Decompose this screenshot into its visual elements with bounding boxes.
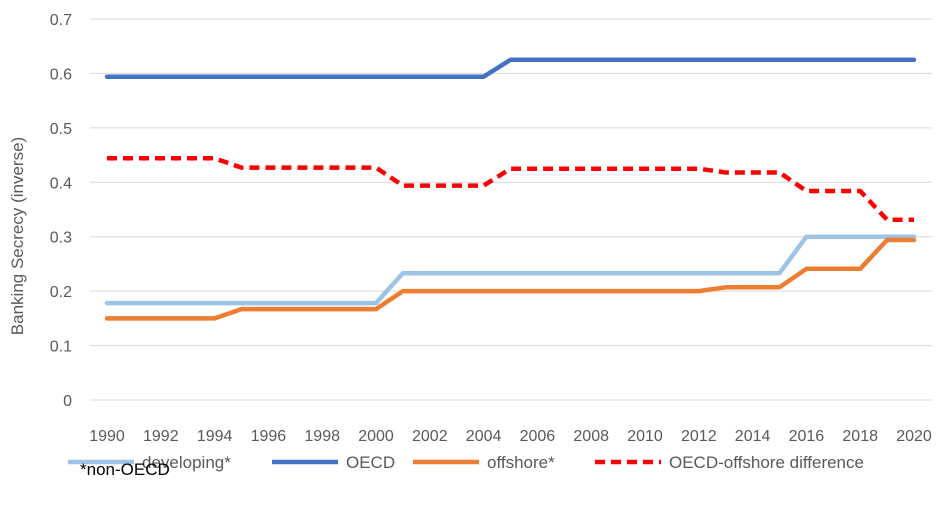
x-tick-label: 2006	[520, 428, 556, 445]
legend-label-offshore: offshore*	[487, 453, 555, 472]
x-tick-label: 1990	[89, 428, 125, 445]
x-tick-label: 2020	[896, 428, 932, 445]
y-tick-label: 0.5	[50, 121, 72, 138]
y-tick-label: 0	[63, 393, 72, 410]
legend-label-oecd: OECD	[346, 453, 395, 472]
series-line-oecd-offshore-difference	[107, 156, 914, 223]
y-axis-tick-labels: 0 0.1 0.2 0.3 0.4 0.5 0.6 0.7	[50, 12, 72, 410]
y-tick-label: 0.6	[50, 66, 72, 83]
x-tick-label: 2000	[358, 428, 394, 445]
series-lines	[104, 57, 917, 321]
x-tick-label: 1998	[304, 428, 340, 445]
x-tick-label: 2012	[681, 428, 717, 445]
x-tick-label: 2002	[412, 428, 448, 445]
legend-label-developing: developing*	[142, 453, 231, 472]
y-tick-label: 0.1	[50, 339, 72, 356]
x-tick-label: 1992	[143, 428, 179, 445]
y-tick-label: 0.3	[50, 230, 72, 247]
y-axis-title: Banking Secrecy (inverse)	[8, 137, 27, 335]
x-tick-label: 2008	[573, 428, 609, 445]
x-tick-label: 2010	[627, 428, 663, 445]
legend-label-oecd-offshore-difference: OECD-offshore difference	[669, 453, 864, 472]
x-tick-label: 1996	[251, 428, 287, 445]
x-tick-label: 2014	[735, 428, 771, 445]
y-tick-label: 0.7	[50, 12, 72, 29]
x-tick-label: 2004	[466, 428, 502, 445]
legend: developing* OECD offshore* OECD-offshore di…	[68, 453, 864, 472]
x-tick-label: 1994	[197, 428, 233, 445]
x-tick-label: 2016	[789, 428, 825, 445]
series-line-offshore	[104, 237, 917, 321]
footnote: *non-OECD	[80, 460, 170, 479]
x-axis-tick-labels: 1990 1992 1994 1996 1998 2000 2002 2004 2006 2008…	[89, 428, 932, 445]
series-line-oecd	[104, 57, 917, 79]
series-line-developing	[104, 234, 917, 306]
y-tick-label: 0.4	[50, 175, 72, 192]
y-tick-label: 0.2	[50, 284, 72, 301]
x-tick-label: 2018	[842, 428, 878, 445]
